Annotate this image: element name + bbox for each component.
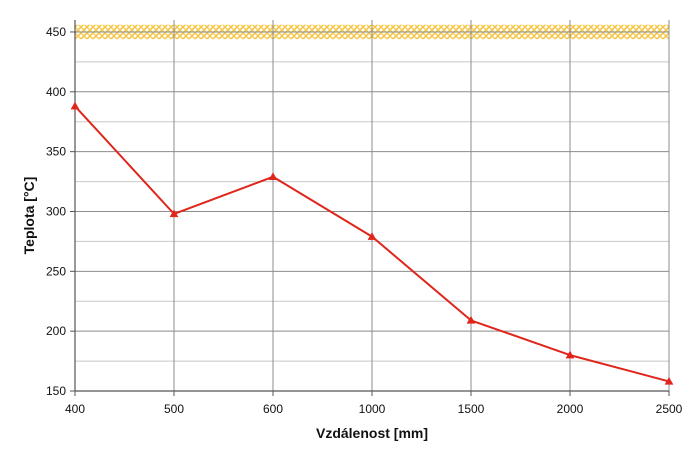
data-point-marker [70,101,80,110]
y-tick-label: 450 [46,25,66,39]
y-axis-title: Teplota [°C] [21,177,37,255]
axes-layer [70,20,670,396]
x-tick-label: 400 [65,402,85,416]
x-tick-label: 2000 [557,402,584,416]
y-tick-label: 250 [46,264,66,278]
x-tick-label: 600 [263,402,283,416]
data-point-marker [268,172,278,181]
y-tick-label: 400 [46,85,66,99]
tick-labels: 150 200 250 300 350 400 450 400 500 600 1000 1500 20… [46,25,683,416]
x-tick-label: 2500 [656,402,683,416]
data-point-marker [664,376,674,385]
x-tick-label: 1000 [359,402,386,416]
x-axis-title: Vzdálenost [mm] [316,425,428,441]
y-tick-label: 300 [46,204,66,218]
series-layer [70,101,674,385]
data-point-marker [367,232,377,240]
x-tick-label: 1500 [458,402,485,416]
data-point-marker [565,350,575,359]
y-tick-label: 200 [46,324,66,338]
grid-layer [75,20,670,392]
y-tick-label: 350 [46,145,66,159]
y-tick-label: 150 [46,384,66,398]
data-point-marker [169,209,179,218]
x-tick-label: 500 [164,402,184,416]
data-point-marker [466,315,476,324]
